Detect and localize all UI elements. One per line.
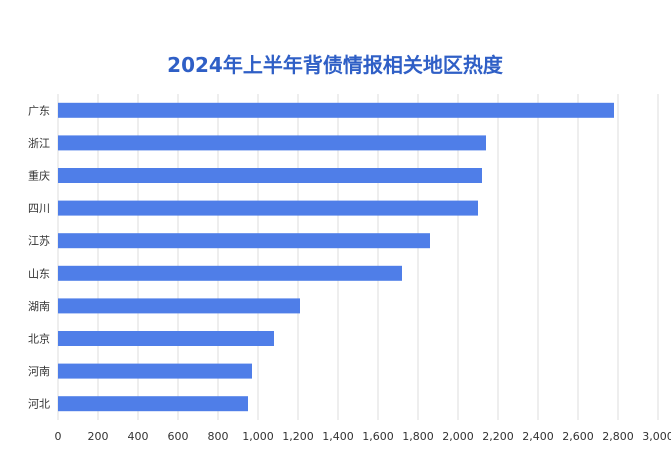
x-tick-label: 1,200 xyxy=(282,430,314,443)
bar xyxy=(58,363,252,379)
x-tick-label: 1,400 xyxy=(322,430,354,443)
bar xyxy=(58,265,402,281)
category-label: 浙江 xyxy=(28,137,50,150)
x-tick-label: 2,600 xyxy=(562,430,594,443)
category-label: 四川 xyxy=(28,202,50,215)
category-label: 河南 xyxy=(28,365,50,378)
x-tick-label: 600 xyxy=(168,430,189,443)
category-label: 广东 xyxy=(28,104,50,117)
category-label: 重庆 xyxy=(28,169,50,183)
category-label: 江苏 xyxy=(28,235,50,248)
bar xyxy=(58,168,482,183)
x-tick-label: 2,800 xyxy=(602,430,634,443)
bar xyxy=(58,331,274,346)
x-tick-label: 2,400 xyxy=(522,430,554,443)
chart-title: 2024年上半年背债情报相关地区热度 xyxy=(167,53,504,77)
x-tick-label: 1,600 xyxy=(362,430,394,443)
bar xyxy=(58,135,486,151)
x-tick-label: 400 xyxy=(128,430,149,443)
category-label: 湖南 xyxy=(28,300,50,313)
x-tick-label: 2,200 xyxy=(482,430,514,443)
x-tick-label: 3,000 xyxy=(642,430,671,443)
bar xyxy=(58,298,300,314)
x-tick-label: 2,000 xyxy=(442,430,474,443)
x-tick-labels: 0 200 400 600 800 1,000 1,200 1,400 1,600 1,800 2,… xyxy=(55,430,671,443)
x-tick-label: 200 xyxy=(88,430,109,443)
x-tick-label: 0 xyxy=(55,430,62,443)
bar xyxy=(58,396,248,412)
category-label: 河北 xyxy=(28,398,50,411)
bar xyxy=(58,233,430,249)
bars xyxy=(58,102,614,412)
x-tick-label: 800 xyxy=(208,430,229,443)
x-tick-label: 1,800 xyxy=(402,430,434,443)
bar xyxy=(58,102,614,118)
category-label: 北京 xyxy=(28,332,50,346)
category-label: 山东 xyxy=(28,267,50,280)
bar xyxy=(58,200,478,216)
x-tick-label: 1,000 xyxy=(242,430,274,443)
